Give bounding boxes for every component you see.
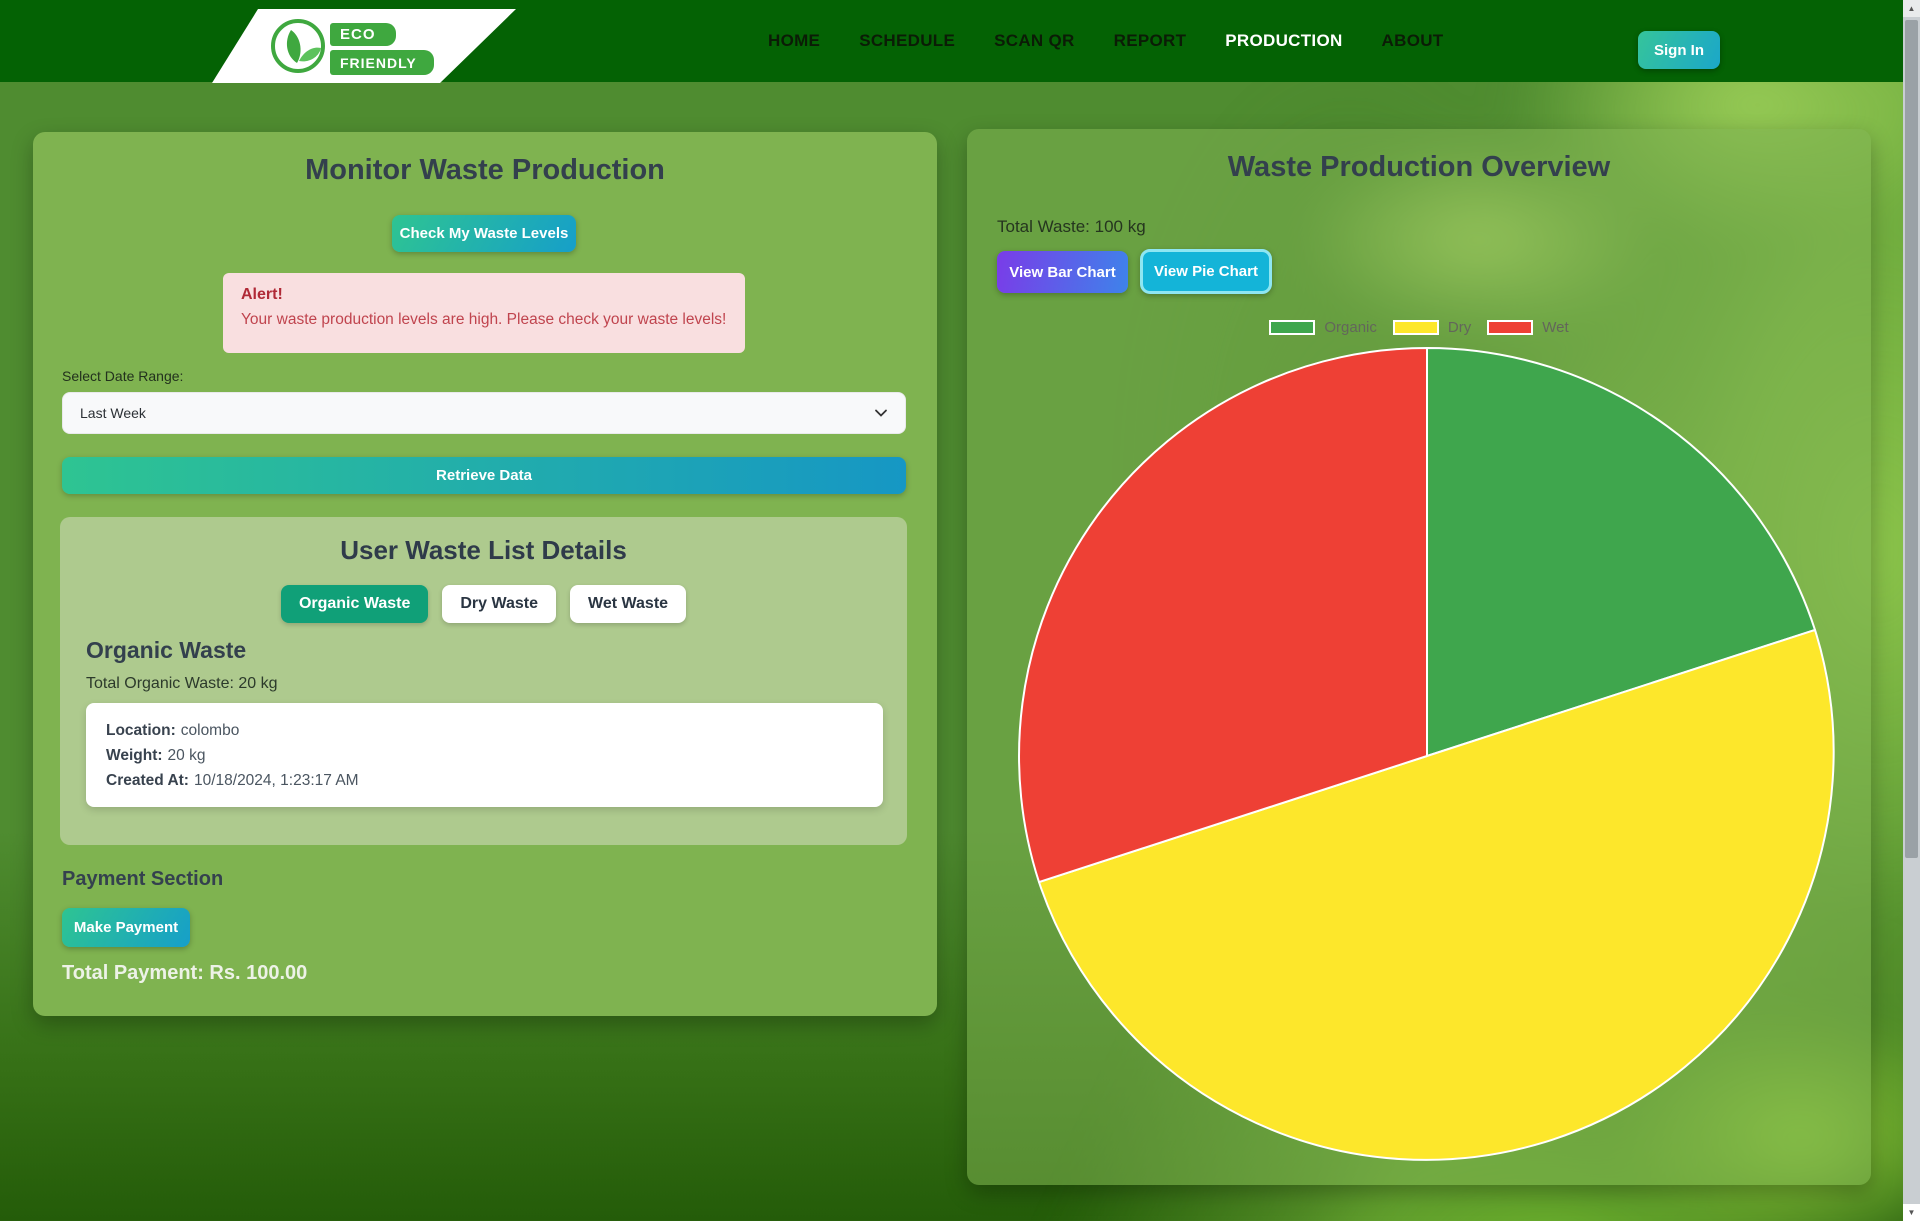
entry-weight-label: Weight: [106,747,163,764]
nav-item-production[interactable]: PRODUCTION [1225,31,1343,50]
tab-dry-waste[interactable]: Dry Waste [442,585,557,623]
alert-title: Alert! [241,286,283,303]
check-waste-levels-button[interactable]: Check My Waste Levels [392,215,576,252]
pie-slice-dry [1038,628,1835,1161]
chart-legend: Organic Dry Wet [967,319,1871,336]
nav-item-home[interactable]: HOME [768,31,821,50]
entry-location-label: Location: [106,722,176,739]
scroll-down-arrow[interactable]: ▼ [1903,1204,1920,1221]
entry-created-label: Created At: [106,772,189,789]
nav-item-about[interactable]: ABOUT [1381,31,1444,50]
payment-section-heading: Payment Section [62,868,224,890]
scroll-up-arrow[interactable]: ▲ [1903,0,1920,17]
view-pie-chart-button[interactable]: View Pie Chart [1140,249,1272,294]
entry-weight: Weight: 20 kg [106,743,863,768]
entry-created-value: 10/18/2024, 1:23:17 AM [193,772,359,789]
overview-title: Waste Production Overview [1227,151,1611,183]
monitor-title: Monitor Waste Production [305,154,665,186]
legend-swatch [1269,320,1316,335]
make-payment-button[interactable]: Make Payment [62,908,190,947]
waste-type-tabs: Organic Waste Dry Waste Wet Waste [60,585,907,623]
legend-label: Wet [1542,319,1569,336]
nav-links: HOME SCHEDULE SCAN QR REPORT PRODUCTION … [768,0,1444,82]
logo-text-friendly: FRIENDLY [330,50,434,75]
sign-in-button[interactable]: Sign In [1638,31,1720,69]
legend-label: Dry [1447,319,1472,336]
scrollbar[interactable]: ▲ ▼ [1903,0,1920,1221]
view-bar-chart-button[interactable]: View Bar Chart [997,251,1128,293]
leaf-logo-icon [271,19,325,73]
monitor-waste-card: Monitor Waste Production Check My Waste … [33,132,937,1016]
pie-slice-wet [1018,347,1428,884]
waste-entry-card: Location: colombo Weight: 20 kg Created At… [86,703,883,807]
date-range-select[interactable]: Last Week [62,392,906,434]
legend-item-wet[interactable]: Wet [1487,319,1569,336]
user-waste-list-section: User Waste List Details Organic Waste Dr… [60,517,907,845]
total-waste-text: Total Waste: 100 kg [997,217,1146,236]
chevron-down-icon [875,409,887,417]
scrollbar-thumb[interactable] [1905,20,1918,858]
organic-waste-heading: Organic Waste [86,637,247,663]
waste-overview-card: Waste Production Overview Total Waste: 1… [967,129,1871,1185]
date-range-label: Select Date Range: [62,368,184,384]
nav-item-report[interactable]: REPORT [1113,31,1187,50]
tab-organic-waste[interactable]: Organic Waste [280,585,429,623]
retrieve-data-button[interactable]: Retrieve Data [62,457,906,494]
legend-item-dry[interactable]: Dry [1392,319,1472,336]
eco-friendly-logo[interactable]: ECO FRIENDLY [212,9,516,83]
legend-swatch [1392,320,1439,335]
total-payment-text: Total Payment: Rs. 100.00 [62,962,308,984]
logo-text-eco: ECO [330,23,396,46]
waste-alert: Alert! Your waste production levels are … [223,273,745,353]
legend-swatch [1487,320,1534,335]
entry-location-value: colombo [180,722,240,739]
alert-message: Your waste production levels are high. P… [241,311,727,328]
waste-list-title: User Waste List Details [340,535,627,565]
legend-label: Organic [1324,319,1377,336]
navbar: ECO FRIENDLY HOME SCHEDULE SCAN QR REPOR… [0,0,1920,83]
nav-item-schedule[interactable]: SCHEDULE [859,31,956,50]
entry-location: Location: colombo [106,718,863,743]
pie-chart-svg [1018,347,1835,1161]
legend-item-organic[interactable]: Organic [1269,319,1377,336]
entry-created-at: Created At: 10/18/2024, 1:23:17 AM [106,768,863,793]
organic-waste-total: Total Organic Waste: 20 kg [86,675,278,692]
nav-item-scan-qr[interactable]: SCAN QR [994,31,1075,50]
date-range-value: Last Week [80,405,146,421]
tab-wet-waste[interactable]: Wet Waste [570,585,687,623]
entry-weight-value: 20 kg [167,747,206,764]
pie-slice-organic [1426,347,1816,757]
